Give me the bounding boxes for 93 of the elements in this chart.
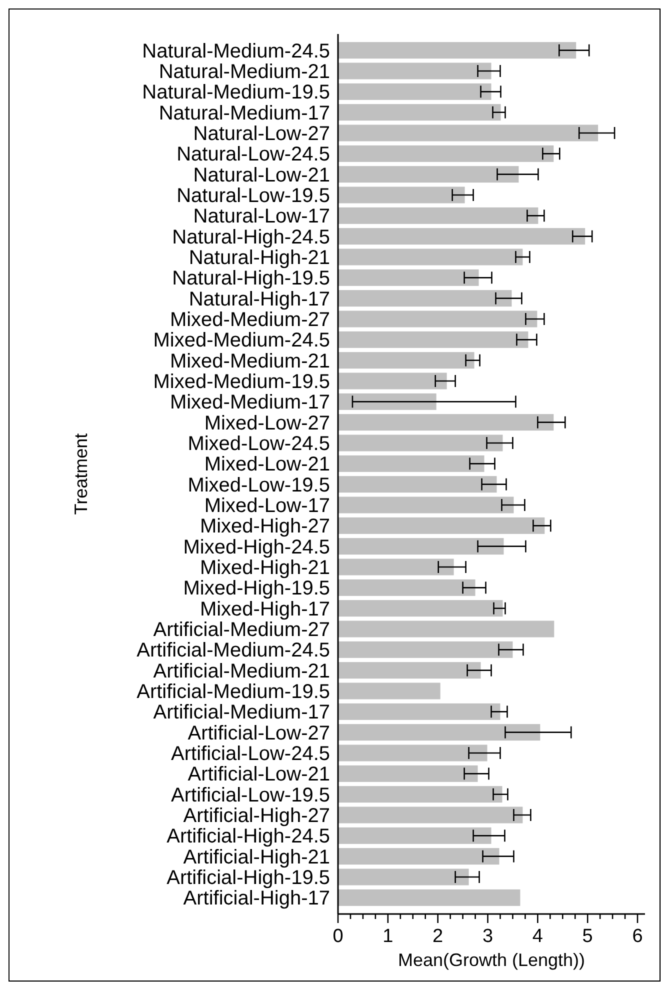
y-tick-label: Mixed-High-24.5 bbox=[183, 536, 330, 558]
bar bbox=[338, 331, 528, 348]
bar bbox=[338, 145, 554, 162]
y-tick-label: Mixed-High-17 bbox=[200, 598, 330, 620]
x-tick-label: 5 bbox=[582, 926, 593, 947]
bar bbox=[338, 868, 469, 886]
x-tick-label: 1 bbox=[382, 926, 394, 947]
y-tick-label: Mixed-High-27 bbox=[200, 516, 330, 538]
y-tick-label: Mixed-Low-19.5 bbox=[188, 474, 330, 496]
y-tick-label: Mixed-High-19.5 bbox=[183, 578, 330, 600]
bar bbox=[338, 517, 545, 534]
bar bbox=[338, 414, 554, 431]
y-tick-label: Mixed-Medium-17 bbox=[170, 392, 330, 414]
y-tick-label: Artificial-High-24.5 bbox=[166, 826, 330, 848]
bar bbox=[338, 889, 520, 906]
y-tick-label: Mixed-Low-17 bbox=[204, 495, 330, 517]
bar bbox=[338, 579, 476, 596]
x-tick-label: 0 bbox=[332, 926, 344, 947]
bar bbox=[338, 662, 481, 679]
bar bbox=[338, 558, 454, 576]
y-tick-label: Natural-Medium-24.5 bbox=[142, 40, 330, 62]
x-tick-label: 3 bbox=[482, 926, 494, 947]
bar bbox=[338, 455, 484, 472]
y-tick-label: Natural-Low-24.5 bbox=[176, 144, 330, 166]
bar bbox=[338, 600, 503, 617]
y-tick-label: Mixed-Medium-24.5 bbox=[153, 330, 330, 352]
bar bbox=[338, 806, 523, 824]
y-tick-label: Artificial-Medium-24.5 bbox=[136, 640, 330, 662]
bar bbox=[338, 352, 474, 369]
bar bbox=[338, 393, 436, 410]
bar bbox=[338, 104, 501, 121]
y-tick-label: Mixed-Medium-19.5 bbox=[153, 371, 330, 393]
bar bbox=[338, 786, 502, 803]
x-tick-label: 6 bbox=[632, 926, 643, 947]
x-axis-title: Mean(Growth (Length)) bbox=[398, 950, 586, 970]
bar bbox=[338, 269, 479, 286]
y-tick-label: Natural-High-24.5 bbox=[172, 226, 330, 248]
y-tick-label: Artificial-Low-24.5 bbox=[171, 743, 330, 765]
bar bbox=[338, 290, 512, 307]
bar bbox=[338, 496, 514, 514]
y-tick-label: Natural-Medium-17 bbox=[158, 102, 330, 124]
bar bbox=[338, 703, 500, 720]
bar bbox=[338, 207, 538, 224]
y-tick-label: Artificial-High-19.5 bbox=[166, 867, 330, 889]
bar bbox=[338, 827, 492, 844]
y-tick-label: Artificial-Medium-27 bbox=[153, 619, 330, 641]
y-tick-label: Natural-Medium-19.5 bbox=[142, 82, 330, 104]
y-tick-label: Artificial-Low-19.5 bbox=[171, 784, 330, 806]
y-tick-label: Natural-Low-27 bbox=[193, 123, 330, 145]
bar bbox=[338, 682, 440, 700]
bar bbox=[338, 83, 492, 100]
bar bbox=[338, 765, 478, 782]
y-tick-label: Artificial-Medium-19.5 bbox=[136, 681, 330, 703]
bar bbox=[338, 724, 540, 741]
y-axis-title: Treatment bbox=[71, 433, 92, 515]
y-tick-label: Artificial-Medium-21 bbox=[153, 660, 330, 682]
y-tick-label: Mixed-Low-24.5 bbox=[188, 433, 330, 455]
y-tick-label: Natural-Medium-21 bbox=[158, 61, 330, 83]
y-tick-label: Artificial-High-17 bbox=[183, 888, 330, 910]
bar bbox=[338, 372, 447, 390]
y-tick-label: Natural-High-21 bbox=[188, 247, 330, 269]
y-tick-label: Natural-High-17 bbox=[188, 288, 330, 310]
y-tick-label: Mixed-Medium-21 bbox=[170, 350, 330, 372]
bar bbox=[338, 848, 500, 865]
y-tick-label: Natural-Low-19.5 bbox=[176, 185, 330, 207]
bar bbox=[338, 744, 488, 762]
bar bbox=[338, 166, 519, 183]
bar bbox=[338, 538, 504, 555]
y-tick-label: Artificial-High-21 bbox=[183, 846, 330, 868]
y-tick-label: Mixed-Low-27 bbox=[204, 412, 330, 434]
y-tick-label: Artificial-Medium-17 bbox=[153, 702, 330, 724]
bar bbox=[338, 476, 497, 493]
y-tick-label: Artificial-High-27 bbox=[183, 805, 330, 827]
bar bbox=[338, 186, 465, 204]
x-tick-label: 4 bbox=[532, 926, 544, 947]
bar bbox=[338, 62, 492, 80]
bar bbox=[338, 228, 586, 245]
x-tick-label: 2 bbox=[432, 926, 444, 947]
bar bbox=[338, 641, 513, 658]
y-tick-label: Artificial-Low-21 bbox=[188, 764, 330, 786]
y-tick-label: Artificial-Low-27 bbox=[188, 722, 330, 744]
y-tick-label: Natural-Low-17 bbox=[193, 206, 330, 228]
bar bbox=[338, 42, 576, 59]
bar bbox=[338, 124, 598, 142]
y-tick-label: Mixed-High-21 bbox=[200, 557, 330, 579]
bar bbox=[338, 620, 554, 638]
bar bbox=[338, 248, 523, 266]
y-tick-label: Natural-High-19.5 bbox=[172, 268, 330, 290]
y-tick-label: Mixed-Low-21 bbox=[204, 454, 330, 476]
y-tick-label: Natural-Low-21 bbox=[193, 164, 330, 186]
bar bbox=[338, 434, 503, 452]
y-tick-label: Mixed-Medium-27 bbox=[170, 309, 330, 331]
bar bbox=[338, 310, 538, 328]
